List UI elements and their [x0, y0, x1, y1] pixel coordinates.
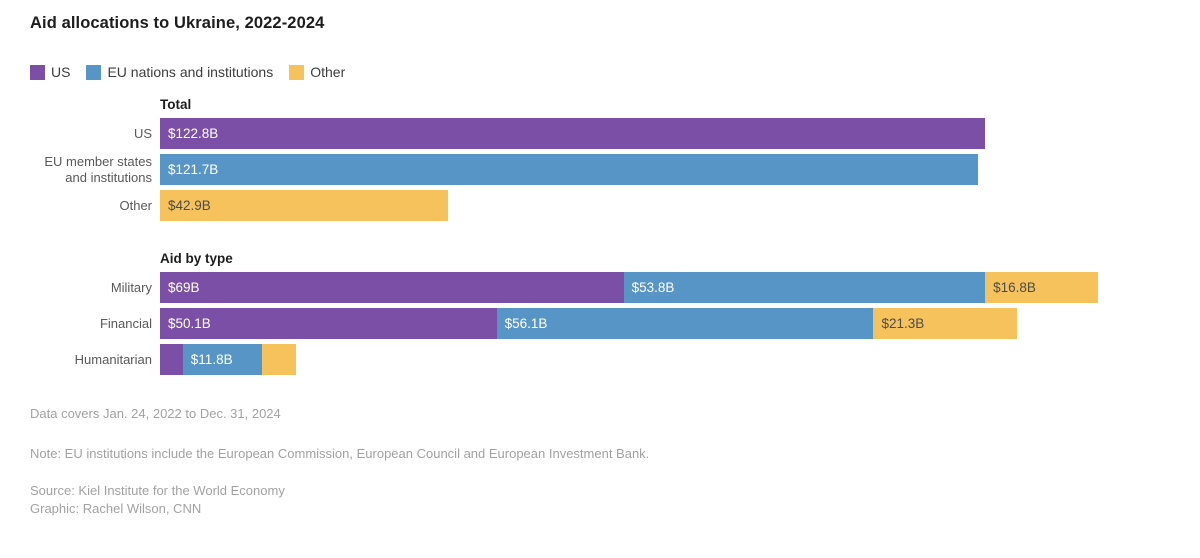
legend-swatch-eu	[86, 64, 102, 80]
bar-chart: Total US $122.8B EU member states and insti…	[30, 97, 1170, 375]
bar-value-label: $121.7B	[168, 162, 219, 177]
bar-value-label: $21.3B	[881, 316, 925, 331]
bar-segment-us	[160, 344, 183, 375]
legend: US EU nations and institutions Other	[30, 64, 1170, 80]
bar-segment-us: $50.1B	[160, 308, 497, 339]
bar-segment-other	[262, 344, 297, 375]
legend-item-other: Other	[289, 64, 345, 80]
bar-segment-other: $21.3B	[873, 308, 1017, 339]
bar-row: Financial $50.1B $56.1B $21.3B	[30, 308, 1170, 339]
bar-segment-eu: $11.8B	[182, 344, 263, 375]
bar-value-label: $69B	[168, 280, 200, 295]
footer: Data covers Jan. 24, 2022 to Dec. 31, 20…	[30, 406, 1170, 518]
legend-swatch-us	[30, 64, 45, 80]
bar-row: EU member states and institutions $121.7B	[30, 154, 1170, 185]
bar-segment-eu: $56.1B	[496, 308, 874, 339]
bar-value-label: $53.8B	[631, 280, 675, 295]
legend-item-us: US	[30, 64, 70, 80]
chart-group: Total US $122.8B EU member states and insti…	[30, 97, 1170, 221]
footer-source-block: Source: Kiel Institute for the World Eco…	[30, 482, 1170, 518]
legend-label: US	[51, 64, 71, 80]
footer-coverage: Data covers Jan. 24, 2022 to Dec. 31, 20…	[30, 406, 281, 421]
footer-note: Note: EU institutions include the Europe…	[30, 446, 650, 461]
bar-row: Military $69B $53.8B $16.8B	[30, 272, 1170, 303]
group-header: Aid by type	[160, 251, 233, 266]
bar-value-label: $50.1B	[168, 316, 211, 331]
row-label: Financial	[99, 315, 152, 331]
bar-track: $50.1B $56.1B $21.3B	[160, 308, 1170, 339]
bar-segment-eu: $53.8B	[623, 272, 986, 303]
bar-row: Humanitarian $11.8B	[30, 344, 1170, 375]
bar-segment-eu: $121.7B	[160, 154, 978, 185]
bar-track: $122.8B	[160, 118, 1170, 149]
row-label: Other	[119, 197, 152, 213]
bar-value-label: $42.9B	[168, 198, 211, 213]
bar-value-label: $16.8B	[993, 280, 1036, 295]
group-header: Total	[160, 97, 192, 112]
bar-track: $42.9B	[160, 190, 1170, 221]
bar-track: $11.8B	[160, 344, 1170, 375]
bar-track: $69B $53.8B $16.8B	[160, 272, 1170, 303]
row-label: Humanitarian	[74, 351, 152, 367]
bar-row: Other $42.9B	[30, 190, 1170, 221]
chart-title: Aid allocations to Ukraine, 2022-2024	[30, 14, 325, 32]
footer-credit: Graphic: Rachel Wilson, CNN	[30, 501, 202, 516]
bar-value-label: $56.1B	[504, 316, 548, 331]
bar-segment-us: $69B	[160, 272, 624, 303]
bar-segment-other: $16.8B	[985, 272, 1098, 303]
bar-row: US $122.8B	[30, 118, 1170, 149]
legend-label: EU nations and institutions	[107, 64, 274, 80]
legend-item-eu: EU nations and institutions	[86, 64, 273, 80]
bar-segment-other: $42.9B	[160, 190, 449, 221]
footer-source: Source: Kiel Institute for the World Eco…	[30, 483, 285, 498]
row-label: Military	[110, 279, 152, 295]
legend-swatch-other	[289, 64, 305, 80]
bar-value-label: $122.8B	[168, 126, 219, 141]
bar-track: $121.7B	[160, 154, 1170, 185]
chart-group: Aid by type Military $69B $53.8B $16.8B Finan…	[30, 251, 1170, 375]
row-label: US	[133, 125, 152, 141]
row-label: EU member states and institutions	[44, 154, 152, 185]
bar-value-label: $11.8B	[190, 352, 233, 367]
bar-segment-us: $122.8B	[160, 118, 986, 149]
legend-label: Other	[310, 64, 346, 80]
